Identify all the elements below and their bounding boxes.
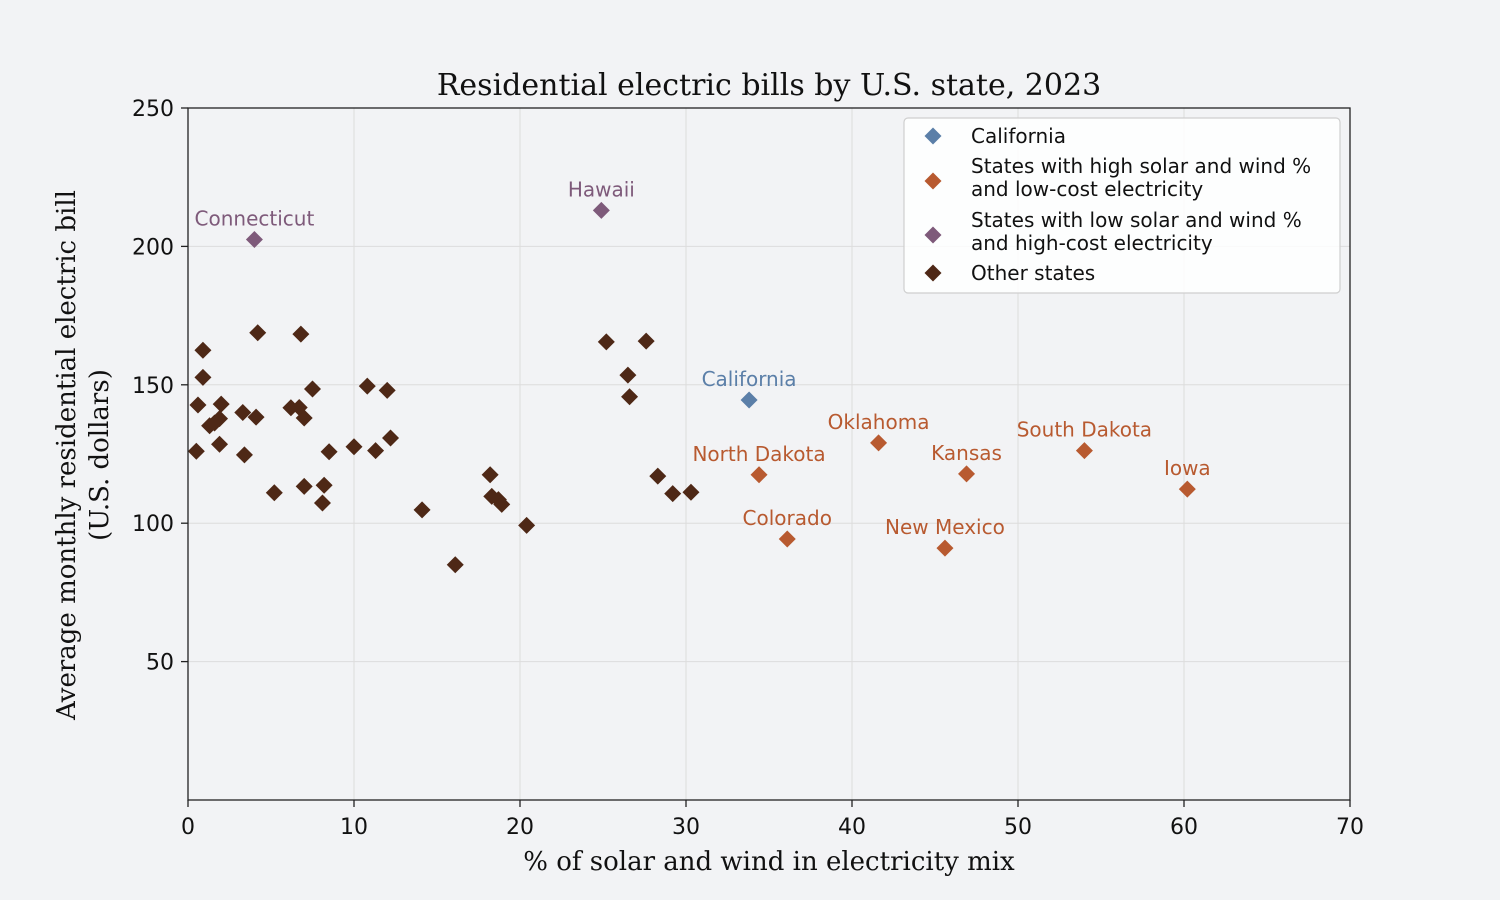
point-label: Kansas — [931, 441, 1002, 465]
point-label: New Mexico — [885, 515, 1005, 539]
data-point-other — [194, 341, 212, 359]
legend-marker-high_solar — [924, 172, 942, 190]
x-tick-label: 60 — [1170, 815, 1198, 840]
x-tick-label: 40 — [838, 815, 866, 840]
point-label: Colorado — [743, 506, 832, 530]
legend-label-other: Other states — [971, 261, 1095, 285]
data-point-other — [194, 368, 212, 386]
data-point-other — [619, 366, 637, 384]
y-tick-label: 50 — [146, 651, 174, 676]
data-point-other — [597, 333, 615, 351]
data-point-other — [249, 324, 267, 342]
data-point-other — [664, 485, 682, 503]
data-point-other — [413, 501, 431, 519]
data-point-other — [295, 477, 313, 495]
legend-label-high_solar: and low-cost electricity — [971, 177, 1203, 201]
x-tick-label: 70 — [1336, 815, 1364, 840]
data-point-high_solar — [1178, 480, 1196, 498]
data-point-other — [382, 429, 400, 447]
x-axis-label: % of solar and wind in electricity mix — [523, 847, 1015, 877]
legend-label-high_cost: and high-cost electricity — [971, 231, 1213, 255]
data-point-high_solar — [936, 539, 954, 557]
y-axis-label-line-2: (U.S. dollars) — [85, 369, 115, 541]
data-point-other — [446, 556, 464, 574]
data-point-high_cost — [245, 230, 263, 248]
legend-marker-other — [924, 264, 942, 282]
data-point-other — [358, 377, 376, 395]
legend-label-california: California — [971, 124, 1066, 148]
data-point-other — [211, 435, 229, 453]
y-tick-label: 250 — [132, 97, 174, 122]
point-label: Iowa — [1164, 456, 1211, 480]
data-point-other — [304, 380, 321, 398]
data-point-other — [518, 516, 536, 534]
plot-frame — [187, 107, 1351, 801]
point-labels: Connecticut Hawaii North Dakota Colorado Okl… — [195, 177, 1211, 539]
data-point-other — [187, 442, 205, 460]
data-point-high_solar — [750, 466, 768, 484]
data-point-other — [345, 438, 363, 456]
x-tick-label: 30 — [672, 815, 700, 840]
data-point-other — [295, 409, 313, 427]
y-axis-label-line-1: Average monthly residential electric bil… — [52, 190, 82, 721]
data-point-high_solar — [1075, 442, 1093, 460]
data-point-other — [481, 466, 499, 484]
data-point-other — [637, 332, 655, 350]
data-point-other — [292, 325, 310, 343]
data-point-other — [211, 410, 229, 428]
legend: California States with high solar and win… — [903, 117, 1341, 294]
point-label: South Dakota — [1017, 418, 1152, 442]
x-tick-label: 20 — [506, 815, 534, 840]
data-point-other — [315, 476, 333, 494]
legend-box — [903, 117, 1341, 294]
data-point-other — [378, 381, 396, 399]
data-point-california — [740, 391, 758, 409]
data-point-other — [649, 467, 667, 485]
y-tick-label: 200 — [132, 235, 174, 260]
chart-title: Residential electric bills by U.S. state… — [437, 68, 1101, 103]
y-tick-label: 150 — [132, 374, 174, 399]
data-point-other — [212, 395, 230, 413]
data-point-high_solar — [870, 434, 888, 452]
data-point-other — [313, 494, 331, 512]
data-point-other — [682, 483, 700, 501]
data-point-high_solar — [778, 530, 796, 548]
data-point-other — [189, 396, 207, 414]
data-points — [187, 201, 1196, 574]
data-point-other — [235, 446, 253, 464]
x-tick-label: 0 — [181, 815, 195, 840]
legend-label-high_solar: States with high solar and wind % — [971, 154, 1311, 178]
data-point-other — [320, 443, 338, 461]
point-label: Hawaii — [568, 177, 635, 201]
point-label: North Dakota — [692, 442, 825, 466]
axis-ticks: 0 10 20 30 40 50 60 70 50 100 150 200 250 — [132, 97, 1364, 840]
data-point-other — [493, 495, 511, 513]
data-point-other — [234, 403, 252, 421]
legend-marker-high_cost — [924, 226, 942, 244]
data-point-high_solar — [958, 465, 976, 483]
data-point-other — [265, 484, 283, 502]
point-label: Connecticut — [195, 206, 315, 230]
legend-marker-california — [924, 127, 942, 145]
data-point-high_cost — [592, 201, 610, 219]
point-label: California — [702, 367, 797, 391]
data-point-other — [367, 442, 385, 460]
legend-label-high_cost: States with low solar and wind % — [971, 208, 1302, 232]
x-tick-label: 50 — [1004, 815, 1032, 840]
y-axis-label: Average monthly residential electric bil… — [52, 190, 115, 721]
x-tick-label: 10 — [340, 815, 368, 840]
y-tick-label: 100 — [132, 512, 174, 537]
data-point-other — [621, 388, 639, 406]
data-point-other — [247, 408, 265, 426]
point-label: Oklahoma — [828, 410, 930, 434]
